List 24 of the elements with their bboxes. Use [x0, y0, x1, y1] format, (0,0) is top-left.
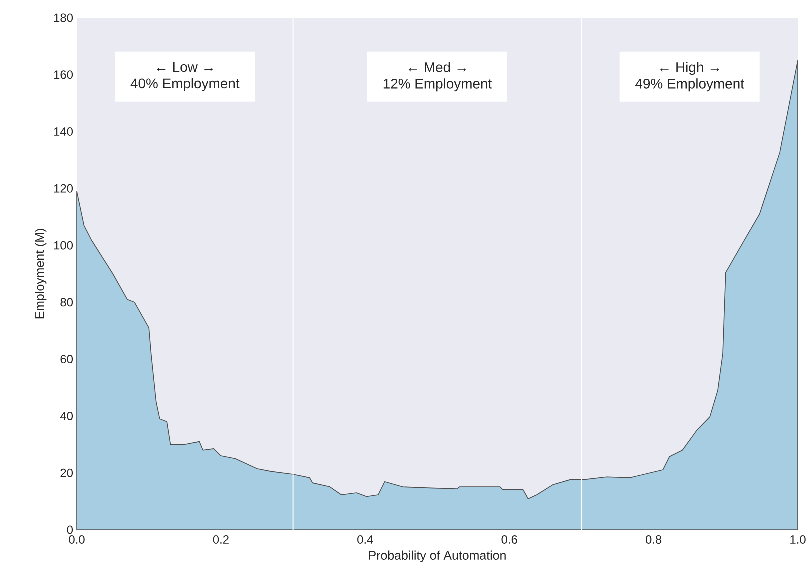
y-tick-label: 100 — [54, 241, 74, 250]
x-axis-title: Probability of Automation — [369, 550, 506, 562]
y-tick-label: 140 — [54, 128, 74, 136]
annotation: 12% Employment — [384, 78, 492, 92]
y-tick-label: 180 — [54, 14, 74, 22]
y-tick-label: 120 — [54, 184, 74, 193]
x-tick-label: 0.4 — [358, 536, 374, 544]
annotation: ← Low → — [157, 62, 213, 72]
y-tick-label: 40 — [60, 412, 74, 420]
x-tick-label: 0.8 — [646, 536, 662, 544]
annotation: ← High → — [660, 62, 720, 76]
x-tick-label: 0.0 — [69, 536, 85, 544]
x-tick-label: 0.2 — [213, 536, 229, 544]
y-tick-label: 160 — [54, 70, 74, 80]
annotation: ← Med → — [408, 62, 466, 72]
y-tick-label: 60 — [60, 355, 74, 364]
y-axis-title: Employment (M) — [35, 229, 47, 319]
x-tick-label: 0.6 — [502, 536, 518, 544]
y-tick-label: 80 — [60, 298, 74, 307]
y-tick-label: 20 — [60, 468, 74, 478]
annotation: 40% Employment — [130, 78, 240, 92]
annotation: 49% Employment — [636, 78, 744, 92]
y-tick-label: 0 — [67, 526, 74, 534]
x-tick-label: 1.0 — [790, 536, 806, 544]
